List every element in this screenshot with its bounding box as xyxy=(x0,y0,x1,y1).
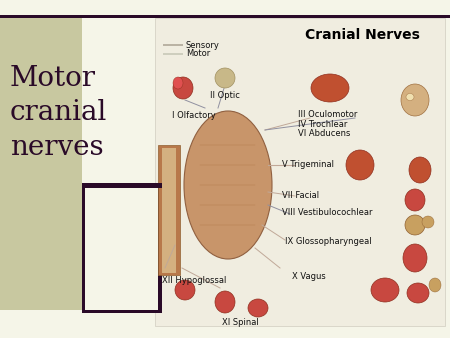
Ellipse shape xyxy=(371,278,399,302)
Circle shape xyxy=(215,68,235,88)
Ellipse shape xyxy=(215,291,235,313)
Text: IX Glossopharyngeal: IX Glossopharyngeal xyxy=(285,237,372,246)
Text: XI Spinal: XI Spinal xyxy=(221,318,258,327)
Ellipse shape xyxy=(184,111,272,259)
Ellipse shape xyxy=(406,94,414,100)
Text: III Oculomotor
IV Trochlear
VI Abducens: III Oculomotor IV Trochlear VI Abducens xyxy=(298,110,357,138)
Text: V Trigeminal: V Trigeminal xyxy=(282,160,334,169)
Ellipse shape xyxy=(173,77,193,99)
Bar xyxy=(155,18,445,326)
Bar xyxy=(82,183,162,313)
Bar xyxy=(0,15,450,18)
Text: Motor
cranial
nerves: Motor cranial nerves xyxy=(10,65,108,161)
Text: X Vagus: X Vagus xyxy=(292,272,326,281)
Text: I Olfactory: I Olfactory xyxy=(172,111,216,120)
Text: VIII Vestibulocochlear: VIII Vestibulocochlear xyxy=(282,208,373,217)
Ellipse shape xyxy=(401,84,429,116)
Ellipse shape xyxy=(311,74,349,102)
Text: Cranial Nerves: Cranial Nerves xyxy=(305,28,420,42)
Bar xyxy=(158,145,180,275)
Ellipse shape xyxy=(248,299,268,317)
Ellipse shape xyxy=(175,280,195,300)
Ellipse shape xyxy=(405,189,425,211)
Ellipse shape xyxy=(409,157,431,183)
Bar xyxy=(82,183,162,188)
Text: XII Hypoglossal: XII Hypoglossal xyxy=(162,276,226,285)
Ellipse shape xyxy=(407,283,429,303)
Ellipse shape xyxy=(403,244,427,272)
Ellipse shape xyxy=(429,278,441,292)
Bar xyxy=(162,148,176,273)
Ellipse shape xyxy=(173,77,183,89)
Circle shape xyxy=(405,215,425,235)
Circle shape xyxy=(422,216,434,228)
Text: Sensory: Sensory xyxy=(186,41,220,49)
Bar xyxy=(85,186,158,310)
Ellipse shape xyxy=(346,150,374,180)
Text: VII Facial: VII Facial xyxy=(282,191,319,200)
Text: II Optic: II Optic xyxy=(210,91,240,100)
Text: Motor: Motor xyxy=(186,49,210,58)
Bar xyxy=(0,15,82,310)
